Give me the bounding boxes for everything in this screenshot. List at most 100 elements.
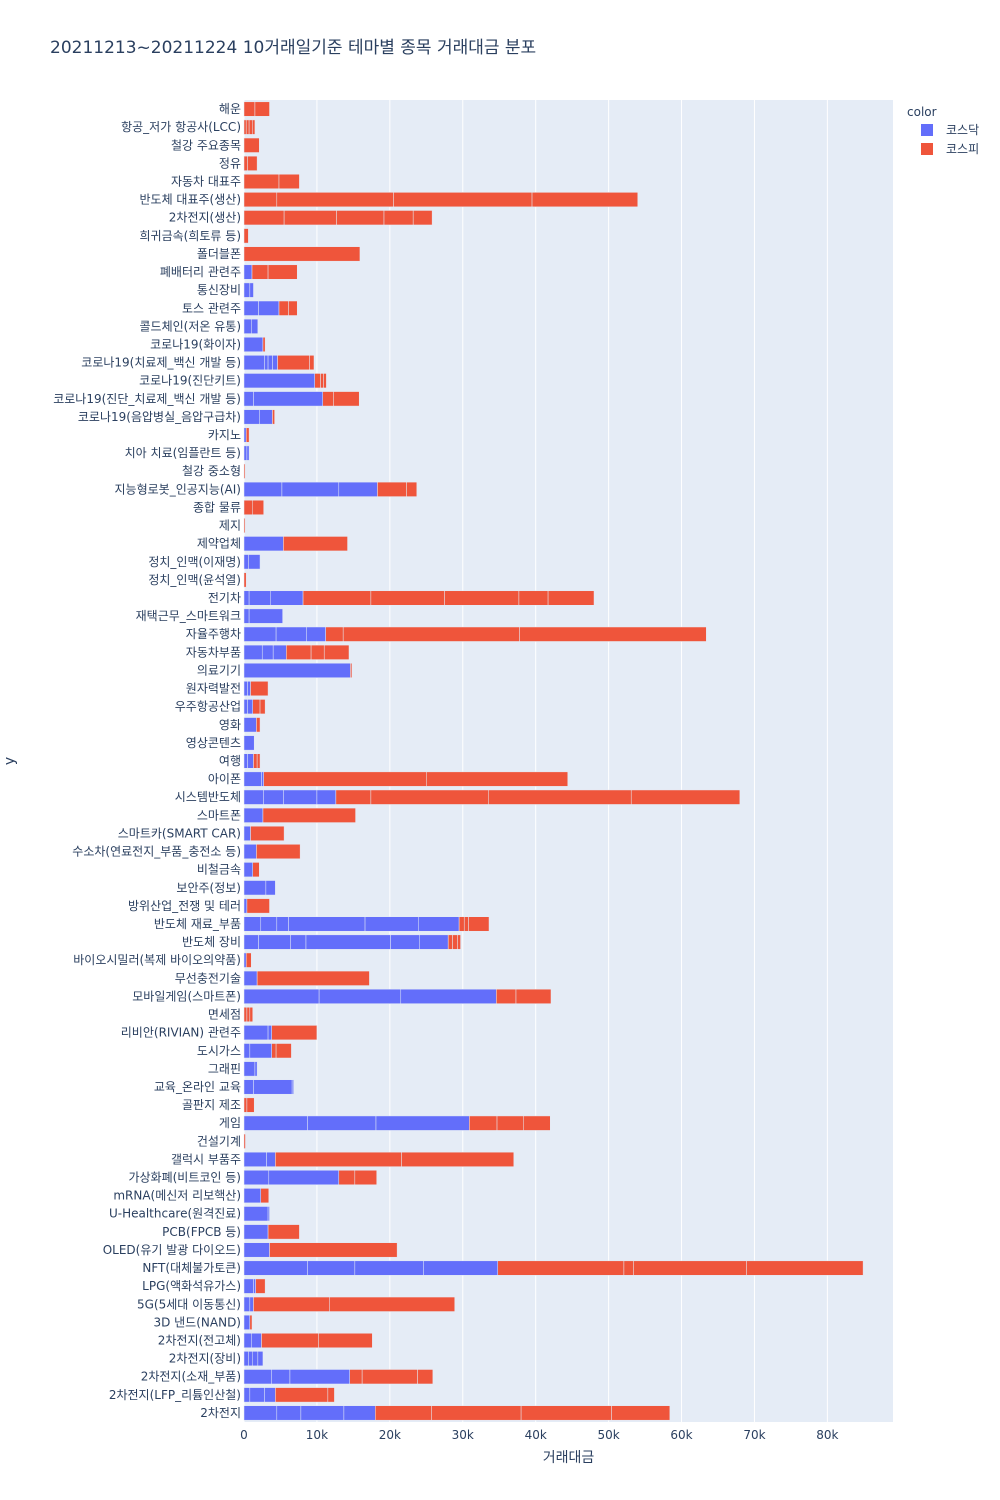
bar-segment-kosdaq (243, 608, 250, 624)
y-tick-label: 골판지 제조 (182, 1098, 241, 1112)
bar-segment-kospi (611, 1405, 671, 1421)
x-tick-label: 20k (379, 1428, 401, 1442)
x-tick-label: 30k (452, 1428, 474, 1442)
plot-area (244, 100, 893, 1422)
bar-segment-kosdaq (375, 1115, 470, 1131)
bar-segment-kospi (250, 825, 285, 841)
bar-segment-kospi (318, 1333, 373, 1349)
bar-segment-kosdaq (243, 445, 248, 461)
bar-segment-kosdaq (249, 282, 254, 298)
y-tick-label: 방위산업_전쟁 및 테러 (128, 899, 241, 913)
bar-segment-kosdaq (267, 355, 273, 371)
bar-segment-kospi (252, 699, 261, 715)
bar-segment-kosdaq (343, 1405, 376, 1421)
bar-segment-kospi (278, 173, 300, 189)
bar-segment-kospi (260, 1188, 270, 1204)
bar-segment-kospi (370, 590, 445, 606)
bar-segment-kosdaq (243, 1224, 269, 1240)
y-tick-label: 비철금속 (197, 863, 241, 877)
bar-segment-kospi (327, 1387, 335, 1403)
bar-segment-kospi (246, 898, 270, 914)
bar-segment-kosdaq (249, 1296, 254, 1312)
bar-segment-kospi (250, 681, 269, 697)
bar-segment-kospi (323, 644, 350, 660)
bar-segment-kosdaq (243, 1079, 254, 1095)
y-tick-label: 도시가스 (197, 1044, 241, 1058)
bar-segment-kospi (310, 644, 325, 660)
y-tick-label: 2차전지(장비) (169, 1352, 241, 1366)
bar-segment-kosdaq (281, 481, 340, 497)
bar-segment-kosdaq (283, 789, 318, 805)
bar-segment-kospi (444, 590, 520, 606)
y-tick-label: 전기차 (208, 591, 241, 605)
bar-segment-kospi (256, 753, 261, 769)
bar-segment-kosdaq (243, 1369, 272, 1385)
x-tick-label: 80k (816, 1428, 838, 1442)
bar-segment-kosdaq (276, 916, 289, 932)
bar-segment-kospi (277, 355, 310, 371)
bar-segment-kospi (417, 1369, 434, 1385)
bar-segment-kospi (336, 210, 385, 226)
bar-segment-kospi (275, 1043, 292, 1059)
y-tick-label: 건설기계 (197, 1134, 241, 1148)
y-tick-label: 영상콘텐츠 (186, 736, 241, 750)
bar-segment-kosdaq (243, 481, 283, 497)
y-tick-label: 코로나19(음압병실_음압구급차) (78, 410, 241, 424)
bar-segment-kospi (283, 536, 348, 552)
y-tick-label: LPG(액화석유가스) (142, 1279, 241, 1293)
y-tick-label: 교육_온라인 교육 (154, 1080, 241, 1094)
y-tick-label: 면세점 (208, 1008, 241, 1022)
bar-segment-kosdaq (243, 807, 264, 823)
bar-segment-kosdaq (253, 391, 324, 407)
bar-segment-kosdaq (267, 1025, 272, 1041)
bar-segment-kospi (496, 988, 517, 1004)
y-tick-label: 카지노 (208, 428, 241, 442)
bar-segment-kospi (248, 119, 254, 135)
bar-segment-kospi (249, 1314, 253, 1330)
bar-segment-kosdaq (261, 644, 274, 660)
bar-segment-kospi (468, 916, 490, 932)
bar-segment-kosdaq (291, 1079, 294, 1095)
y-tick-label: 우주항공산업 (175, 700, 241, 714)
bar-segment-kosdaq (248, 590, 271, 606)
bar-segment-kosdaq (257, 1351, 264, 1367)
y-tick-label: 폐배터리 관련주 (160, 265, 241, 279)
bar-segment-kospi (314, 373, 321, 389)
bar-segment-kosdaq (318, 988, 402, 1004)
bar-segment-kospi (377, 481, 407, 497)
bar-segment-kosdaq (243, 844, 257, 860)
bar-segment-kosdaq (243, 880, 267, 896)
bar-segment-kospi (401, 1151, 515, 1167)
bar-segment-kosdaq (243, 554, 249, 570)
bar-segment-kosdaq (243, 264, 253, 280)
bar-segment-kospi (243, 137, 260, 153)
bar-segment-kosdaq (243, 1260, 308, 1276)
bar-segment-kosdaq (243, 1151, 267, 1167)
bar-segment-kosdaq (243, 1242, 270, 1258)
y-tick-label: 3D 낸드(NAND) (153, 1315, 241, 1329)
bar-segment-kosdaq (243, 1188, 262, 1204)
bar-segment-kosdaq (243, 662, 351, 678)
bar-segment-kosdaq (338, 481, 378, 497)
bar-segment-kosdaq (243, 1314, 251, 1330)
y-tick-label: 해운 (219, 102, 241, 116)
bar-segment-kosdaq (307, 1115, 377, 1131)
bar-segment-kosdaq (243, 536, 284, 552)
chart-title: 20211213~20211224 10거래일기준 테마별 종목 거래대금 분포 (50, 38, 537, 58)
y-tick-label: 갤럭시 부품주 (171, 1152, 241, 1166)
y-tick-label: 콜드체인(저온 유통) (140, 319, 242, 333)
bar-segment-kospi (496, 1115, 524, 1131)
y-tick-label: 제약업체 (197, 536, 241, 551)
y-tick-label: 리비안(RIVIAN) 관련주 (121, 1026, 241, 1040)
legend-swatch (921, 143, 933, 155)
bar-segment-kosdaq (306, 626, 326, 642)
bar-segment-kosdaq (300, 1405, 345, 1421)
y-tick-label: 가상화폐(비트코인 등) (128, 1171, 241, 1185)
bar-segment-kospi (271, 1043, 277, 1059)
bar-segment-kospi (276, 192, 394, 208)
bar-segment-kospi (325, 626, 344, 642)
bar-segment-kosdaq (253, 1278, 256, 1294)
bar-segment-kosdaq (243, 771, 262, 787)
bar-segment-kosdaq (243, 681, 248, 697)
bar-segment-kosdaq (243, 898, 248, 914)
